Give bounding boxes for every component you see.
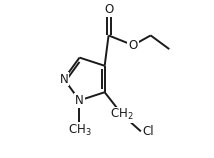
Text: CH$_3$: CH$_3$ [68, 123, 91, 138]
Text: CH$_2$: CH$_2$ [110, 107, 134, 122]
Text: N: N [75, 94, 84, 107]
Text: N: N [59, 73, 68, 85]
Text: O: O [104, 3, 113, 16]
Text: O: O [128, 39, 138, 52]
Text: Cl: Cl [143, 125, 155, 138]
